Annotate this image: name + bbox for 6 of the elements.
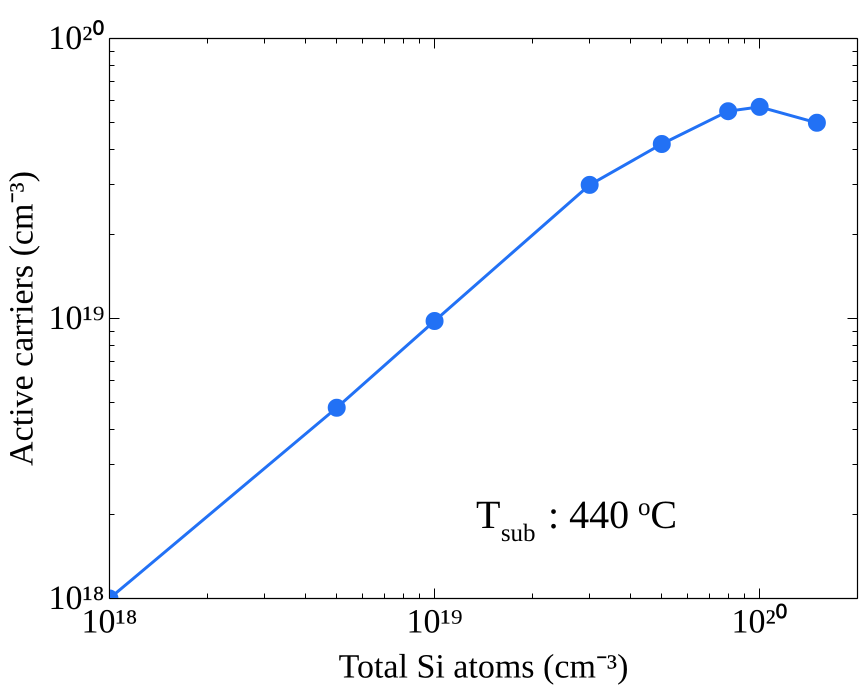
y-tick-label: 10¹⁹ <box>48 300 104 337</box>
x-tick-label: 10¹⁹ <box>406 604 463 640</box>
y-tick-label: 10²⁰ <box>48 20 105 57</box>
y-axis-title: Active carriers (cm⁻³) <box>3 171 40 466</box>
x-axis-title: Total Si atoms (cm⁻³) <box>338 648 628 686</box>
x-tick-label: 10²⁰ <box>732 604 788 640</box>
